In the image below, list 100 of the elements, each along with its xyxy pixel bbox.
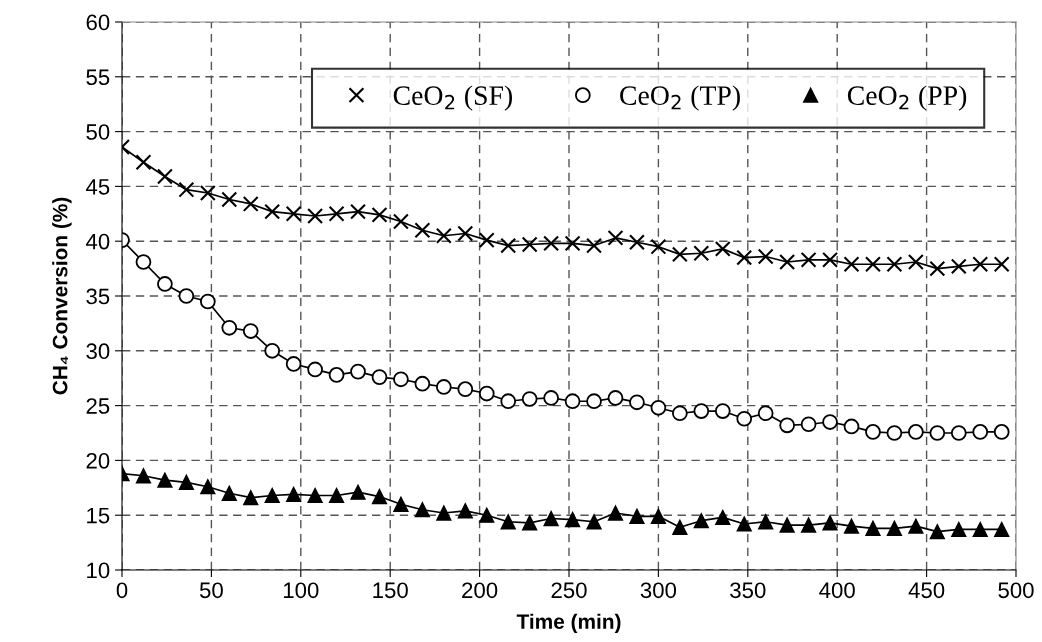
point <box>715 509 731 526</box>
point <box>564 235 581 252</box>
point <box>393 371 409 388</box>
point <box>843 418 860 435</box>
point <box>307 208 324 224</box>
point <box>564 393 581 410</box>
point <box>371 369 388 385</box>
x-tick-label: 150 <box>373 582 408 599</box>
point <box>822 251 839 268</box>
point <box>457 503 473 519</box>
x-tick-label: 0 <box>116 582 128 599</box>
point <box>199 184 216 201</box>
point <box>264 203 281 220</box>
point <box>607 229 624 246</box>
x-tick-label: 250 <box>551 582 587 599</box>
point <box>693 513 709 529</box>
legend-label: CeO$_{2}$ (SF) <box>393 85 512 111</box>
point <box>414 375 431 392</box>
point <box>843 256 860 273</box>
point <box>993 256 1010 273</box>
point <box>779 417 795 434</box>
point <box>479 507 495 523</box>
point <box>693 403 710 419</box>
point <box>393 496 409 512</box>
x-tick-label: 50 <box>199 582 223 599</box>
point <box>478 232 495 249</box>
point <box>951 521 967 538</box>
point <box>478 385 495 402</box>
point <box>521 236 538 253</box>
point <box>950 425 967 441</box>
point <box>350 203 366 220</box>
point <box>779 517 795 533</box>
point <box>607 390 624 406</box>
point <box>865 520 881 536</box>
point <box>757 248 774 265</box>
point <box>157 276 173 292</box>
x-tick-label: 450 <box>908 582 945 599</box>
point <box>543 235 560 252</box>
point <box>843 518 860 534</box>
point <box>199 293 216 310</box>
point <box>307 487 323 504</box>
y-tick-label: 35 <box>86 288 110 305</box>
y-axis-title: CH₄ Conversion (%) <box>52 197 72 395</box>
point <box>650 399 667 416</box>
point <box>350 363 366 380</box>
point <box>994 521 1010 538</box>
point <box>328 205 345 222</box>
point <box>929 524 945 540</box>
point <box>736 516 752 532</box>
point <box>135 154 152 171</box>
point <box>156 168 173 185</box>
y-tick-label: 60 <box>86 14 110 31</box>
point <box>436 505 452 521</box>
point <box>886 256 903 273</box>
point <box>500 514 516 530</box>
point <box>285 356 302 372</box>
point <box>908 518 924 534</box>
point <box>264 342 281 359</box>
point <box>307 361 323 378</box>
y-tick-label: 20 <box>86 452 110 469</box>
point <box>328 487 345 504</box>
point <box>736 410 753 427</box>
legend-label: CeO$_{2}$ (PP) <box>847 85 967 111</box>
point <box>629 394 645 411</box>
point <box>586 393 602 410</box>
point <box>693 245 710 262</box>
point <box>521 391 538 407</box>
point <box>586 237 603 254</box>
point <box>435 227 452 244</box>
point <box>865 424 881 440</box>
point <box>672 519 688 535</box>
point <box>135 254 152 270</box>
point <box>178 474 195 490</box>
point <box>221 485 237 501</box>
point <box>864 256 881 273</box>
point <box>907 254 924 271</box>
point <box>607 505 624 521</box>
point <box>414 222 431 239</box>
x-tick-label: 300 <box>640 582 677 599</box>
point <box>758 514 774 530</box>
y-tick-label: 40 <box>85 233 110 250</box>
point <box>200 479 216 495</box>
point <box>757 405 774 422</box>
point <box>929 425 946 441</box>
point <box>929 260 946 277</box>
point <box>886 425 903 441</box>
point <box>242 195 259 212</box>
point <box>178 181 195 198</box>
y-tick-label: 25 <box>86 398 110 414</box>
point <box>972 256 989 273</box>
x-axis-title: Time (min) <box>516 613 621 634</box>
point <box>500 237 517 254</box>
point <box>672 405 688 422</box>
point <box>650 238 667 255</box>
point <box>543 510 559 527</box>
point <box>371 488 388 505</box>
point <box>800 517 817 533</box>
point <box>457 381 474 398</box>
point <box>628 234 645 251</box>
point <box>135 468 152 484</box>
